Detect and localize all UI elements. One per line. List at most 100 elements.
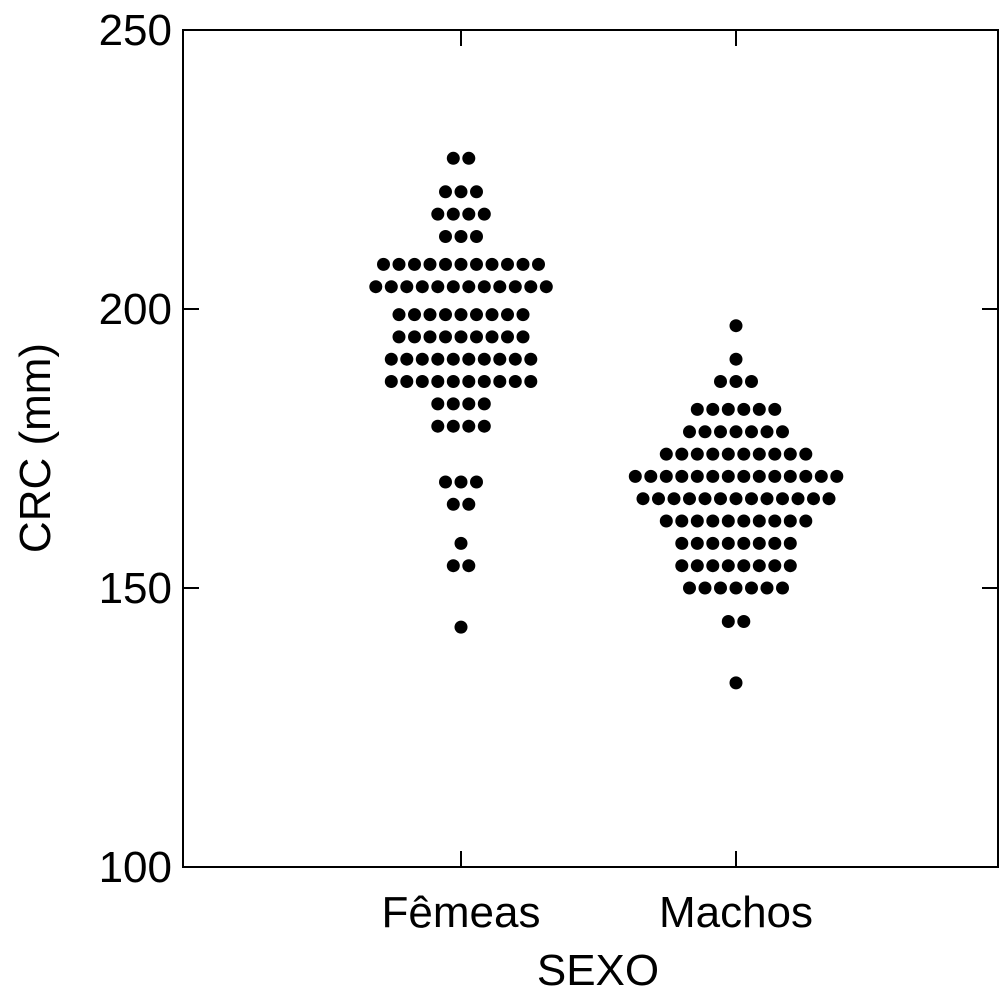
data-point-machos [659,447,673,461]
y-tick-label: 100 [99,843,172,892]
data-point-machos [752,447,766,461]
data-point-machos [799,514,813,528]
data-point-femeas [431,419,445,433]
data-point-machos [698,425,712,439]
data-point-femeas [470,475,483,489]
data-point-machos [752,469,766,483]
y-tick-label: 250 [99,6,172,55]
data-point-machos [706,514,720,528]
data-point-femeas [516,330,530,344]
data-point-machos [783,514,797,528]
y-axis-title: CRC (mm) [11,343,60,553]
data-point-machos [737,447,751,461]
data-point-femeas [524,352,538,366]
data-point-femeas [400,375,414,388]
data-point-machos [799,447,813,461]
data-point-machos [683,492,696,506]
data-point-machos [745,375,758,388]
data-point-femeas [423,330,437,344]
data-point-femeas [532,257,545,271]
data-point-machos [776,425,789,439]
data-point-femeas [446,280,460,294]
data-point-femeas [462,207,476,221]
data-point-femeas [462,397,476,411]
data-point-femeas [470,185,483,199]
data-point-machos [667,492,681,506]
data-point-machos [721,402,735,416]
data-point-femeas [454,330,468,344]
data-point-machos [706,536,720,550]
data-point-femeas [454,536,468,550]
data-point-machos [675,469,689,483]
data-point-machos [729,581,743,595]
data-point-femeas [439,330,452,344]
y-tick-label: 200 [99,285,172,334]
data-point-machos [745,581,758,595]
data-point-machos [690,514,704,528]
data-point-machos [752,402,766,416]
data-point-machos [768,559,782,573]
data-point-machos [683,425,696,439]
data-point-femeas [516,257,530,271]
data-point-femeas [408,308,421,322]
data-point-femeas [470,330,483,344]
data-point-machos [745,492,758,506]
data-point-femeas [446,375,460,388]
data-point-femeas [439,257,452,271]
data-point-machos [683,581,696,595]
data-point-machos [799,469,813,483]
plot-frame [182,29,999,868]
data-point-femeas [470,257,483,271]
data-point-machos [737,469,751,483]
data-point-machos [714,492,727,506]
data-points [369,151,844,690]
data-point-femeas [446,397,460,411]
data-point-machos [729,319,743,333]
data-point-femeas [431,397,445,411]
data-point-femeas [439,475,452,489]
data-point-femeas [508,280,522,294]
data-point-femeas [408,330,421,344]
data-point-femeas [408,257,421,271]
data-point-machos [830,469,844,483]
data-point-femeas [508,375,522,388]
y-tick-labels: 100 150 200 250 [99,6,172,892]
data-point-machos [721,615,735,628]
data-point-femeas [392,257,406,271]
data-point-machos [714,425,727,439]
data-point-machos [729,375,743,388]
data-point-machos [768,469,782,483]
data-point-femeas [454,230,468,243]
data-point-femeas [462,280,476,294]
data-point-femeas [454,308,468,322]
data-point-femeas [392,308,406,322]
data-point-femeas [477,375,491,388]
data-point-machos [636,492,650,506]
data-point-machos [737,402,751,416]
data-point-femeas [470,230,483,243]
data-point-femeas [477,207,491,221]
data-point-machos [706,559,720,573]
data-point-femeas [400,280,414,294]
data-point-femeas [462,559,476,573]
data-point-femeas [493,375,507,388]
data-point-machos [729,425,743,439]
data-point-machos [729,492,743,506]
data-point-machos [675,536,689,550]
data-point-femeas [377,257,390,271]
data-point-machos [652,492,665,506]
data-point-femeas [501,308,514,322]
data-point-machos [675,447,689,461]
data-point-machos [675,559,689,573]
data-point-femeas [501,257,514,271]
data-point-machos [628,469,642,483]
data-point-machos [721,536,735,550]
data-point-femeas [431,375,445,388]
data-point-machos [644,469,658,483]
data-point-machos [783,447,797,461]
data-point-femeas [454,185,468,199]
data-point-femeas [485,257,499,271]
data-point-femeas [493,280,507,294]
data-point-femeas [462,352,476,366]
